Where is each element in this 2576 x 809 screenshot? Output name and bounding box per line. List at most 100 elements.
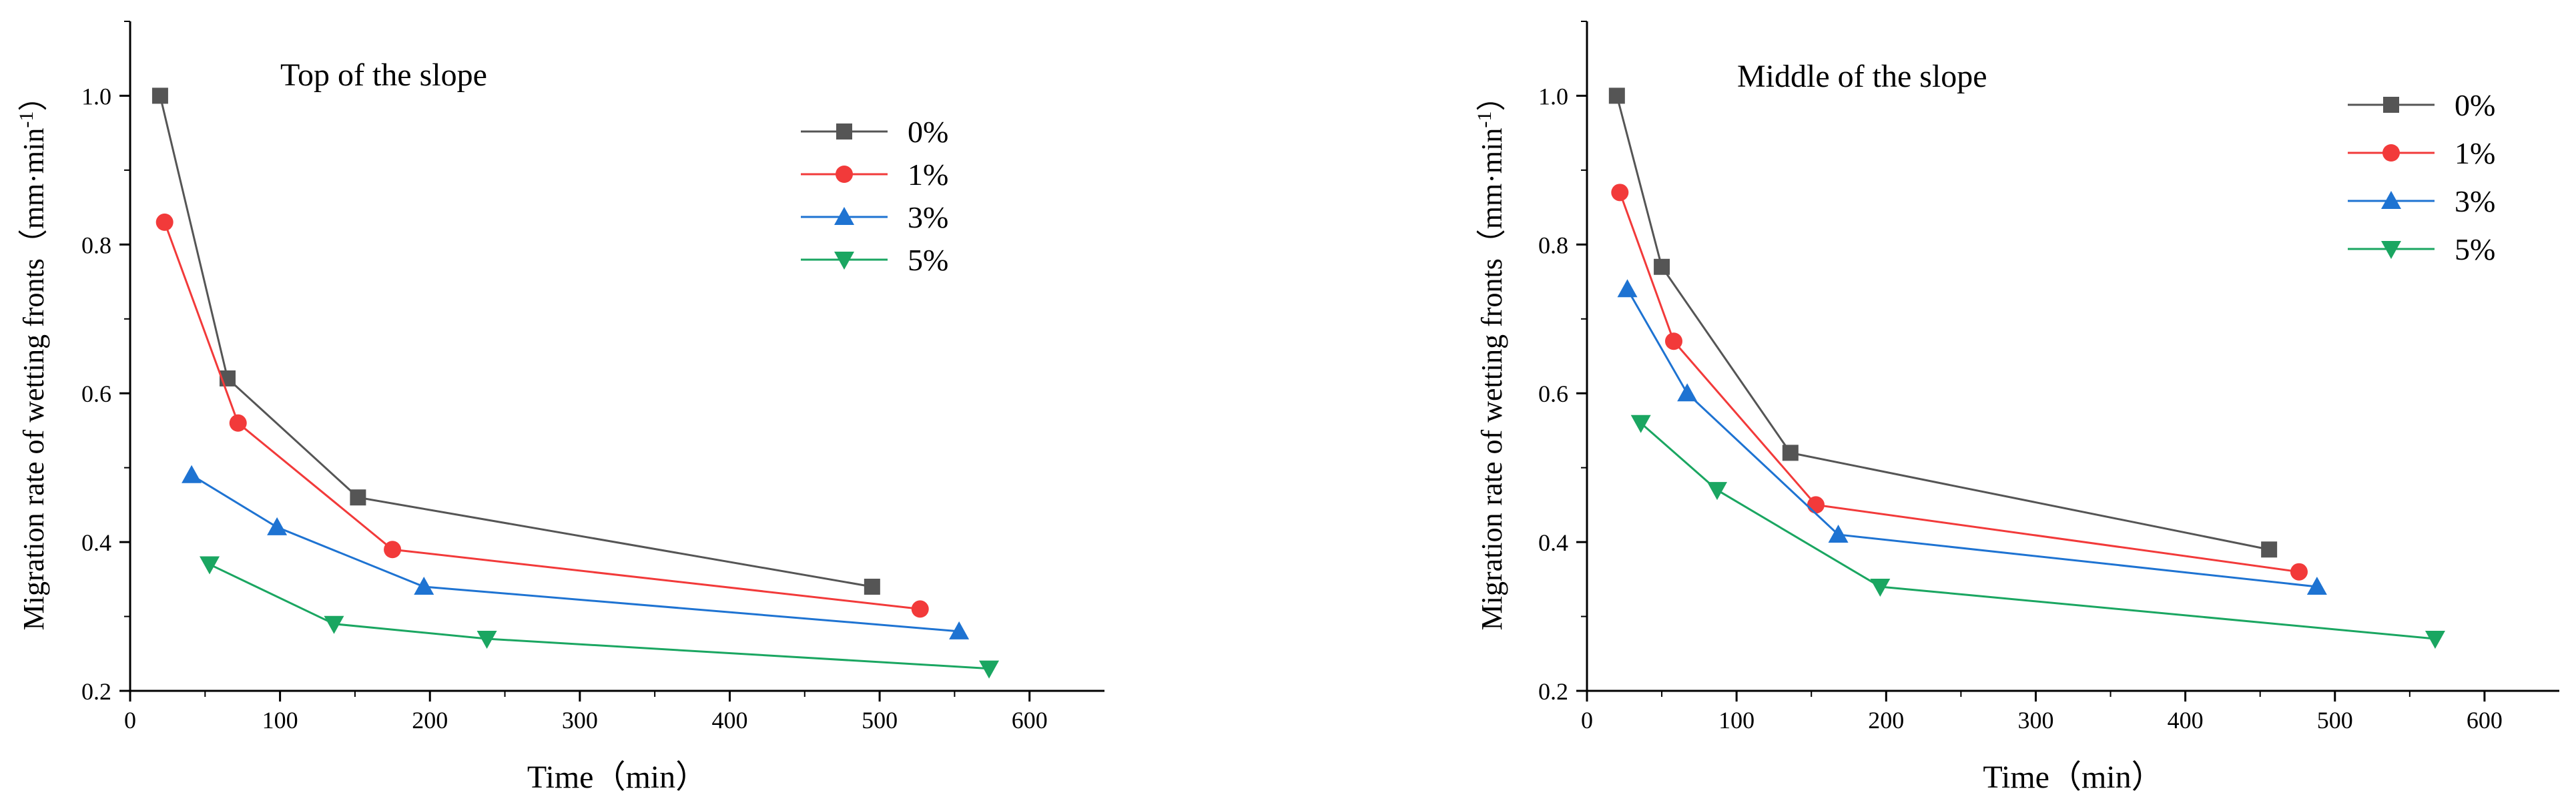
legend-marker — [836, 166, 853, 183]
x-tick-label: 0 — [124, 707, 136, 734]
x-tick-label: 200 — [412, 707, 448, 734]
legend-marker — [2383, 97, 2399, 113]
legend-label: 0% — [908, 115, 948, 149]
data-point — [911, 600, 929, 618]
x-tick-label: 400 — [2168, 707, 2204, 734]
y-axis-title-main: Migration rate of wetting fronts（mm·min — [1476, 128, 1508, 631]
x-tick-label: 200 — [1868, 707, 1904, 734]
x-tick-label: 600 — [2467, 707, 2503, 734]
data-point — [949, 621, 970, 639]
data-point — [1611, 184, 1629, 202]
data-point — [2290, 563, 2308, 581]
x-tick-label: 0 — [1581, 707, 1593, 734]
chart-title: Top of the slope — [280, 57, 487, 93]
legend-label: 1% — [2455, 136, 2495, 170]
data-point — [1630, 415, 1651, 433]
legend-item: 3% — [2348, 184, 2495, 218]
chart-title: Middle of the slope — [1737, 59, 1987, 94]
legend-marker — [2381, 241, 2401, 259]
legend-label: 5% — [908, 243, 948, 277]
series-line — [209, 563, 990, 670]
data-point — [2425, 630, 2445, 649]
chart-panel-1: 0 100 200 300 400 500 600 0.2 0.4 0.6 0.8 1.0 Time（m… — [15, 21, 1104, 795]
data-point — [864, 578, 880, 595]
y-axis-title-close: ） — [17, 82, 50, 111]
y-tick-label: 0.2 — [1538, 678, 1568, 705]
legend-label: 5% — [2455, 232, 2495, 266]
series-line — [1618, 192, 2300, 573]
legend-marker — [836, 123, 852, 140]
y-axis-title-superscript: -1 — [15, 111, 37, 128]
x-tick-label: 100 — [1718, 707, 1754, 734]
series-1% — [155, 213, 929, 618]
data-point — [1870, 578, 1891, 597]
series-line — [159, 95, 873, 588]
chart-panel-2: 0 100 200 300 400 500 600 0.2 0.4 0.6 0.8 1.0 Time（m… — [1474, 21, 2559, 795]
data-point — [1677, 383, 1698, 402]
x-axis-title: Time（min） — [1983, 760, 2163, 795]
legend-marker — [834, 207, 854, 225]
y-tick-label: 1.0 — [1538, 83, 1568, 109]
data-point — [1707, 482, 1728, 501]
y-axis-title: Migration rate of wetting fronts（mm·min-… — [15, 82, 50, 631]
series-line — [191, 474, 960, 633]
x-tick-label: 500 — [2317, 707, 2353, 734]
data-point — [414, 576, 434, 595]
x-tick-label: 300 — [2017, 707, 2053, 734]
data-point — [1782, 445, 1799, 461]
data-point — [151, 87, 168, 104]
legend-label: 0% — [2455, 88, 2495, 122]
data-point — [1654, 258, 1670, 275]
legend-item: 3% — [801, 200, 948, 234]
y-axis-title-main: Migration rate of wetting fronts（mm·min — [17, 128, 50, 631]
series-5% — [200, 556, 1000, 679]
legend-label: 3% — [2455, 184, 2495, 218]
data-point — [1828, 524, 1849, 543]
data-point — [1665, 332, 1683, 350]
legend-marker — [834, 252, 854, 270]
data-point — [182, 465, 202, 483]
series-1% — [1611, 184, 2308, 581]
x-tick-label: 600 — [1012, 707, 1048, 734]
data-point — [1807, 496, 1825, 514]
y-tick-label: 0.8 — [1538, 232, 1568, 258]
y-tick-label: 0.8 — [81, 232, 111, 258]
legend-item: 0% — [801, 115, 948, 149]
data-point — [476, 630, 497, 649]
legend-item: 1% — [2348, 136, 2495, 170]
data-point — [267, 517, 288, 535]
y-axis-title-superscript: -1 — [1474, 111, 1496, 128]
series-5% — [1630, 415, 2445, 649]
y-tick-label: 0.6 — [81, 380, 111, 407]
legend-item: 5% — [801, 243, 948, 277]
data-point — [350, 489, 366, 506]
series-line — [1626, 288, 2318, 588]
y-axis-title: Migration rate of wetting fronts（mm·min-… — [1474, 82, 1508, 631]
series-3% — [1617, 279, 2327, 595]
data-point — [155, 213, 174, 231]
series-line — [1616, 95, 2270, 551]
legend-item: 0% — [2348, 88, 2495, 122]
data-point — [2261, 541, 2278, 558]
data-point — [384, 541, 402, 559]
data-point — [324, 615, 344, 634]
legend-marker — [2382, 144, 2400, 162]
y-tick-label: 0.4 — [1538, 529, 1568, 556]
data-point — [1617, 279, 1638, 298]
x-tick-label: 500 — [862, 707, 898, 734]
x-axis-title: Time（min） — [527, 760, 707, 795]
y-tick-label: 1.0 — [81, 83, 111, 109]
series-line — [164, 222, 920, 610]
data-point — [200, 556, 220, 575]
series-0% — [151, 87, 880, 595]
legend-marker — [2381, 191, 2401, 209]
data-point — [229, 414, 247, 432]
data-point — [2306, 576, 2327, 595]
data-point — [979, 660, 1000, 679]
legend-label: 1% — [908, 158, 948, 192]
legend-item: 5% — [2348, 232, 2495, 266]
y-tick-label: 0.2 — [81, 678, 111, 705]
y-tick-label: 0.4 — [81, 529, 111, 556]
